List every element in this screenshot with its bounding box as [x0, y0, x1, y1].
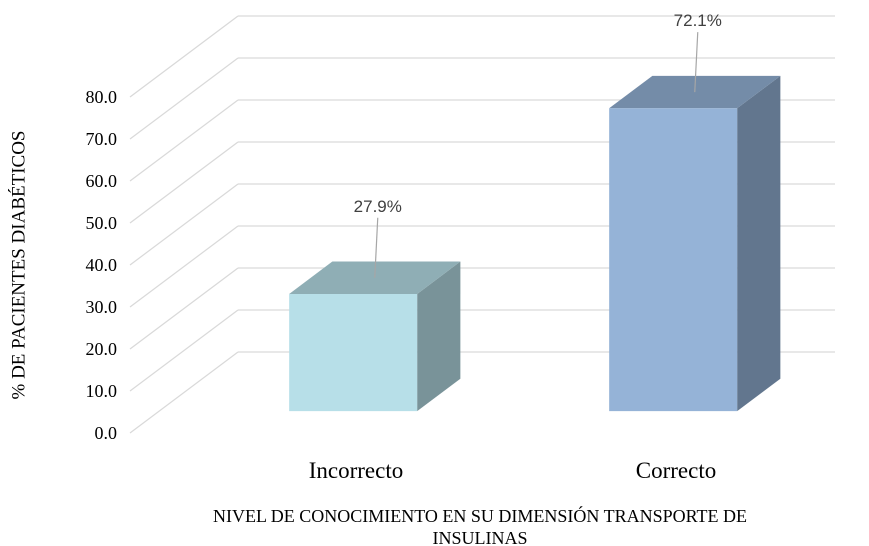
y-tick-label: 80.0: [86, 87, 118, 107]
y-tick-label: 30.0: [86, 297, 118, 317]
grid-line: [129, 15, 239, 98]
y-tick-label: 10.0: [86, 381, 118, 401]
grid-line: [129, 99, 239, 182]
bar-side: [737, 75, 781, 412]
grid-line: [129, 141, 239, 224]
bar: [289, 293, 418, 412]
y-tick-label: 50.0: [86, 213, 118, 233]
y-tick-label: 70.0: [86, 129, 118, 149]
bar: [609, 108, 738, 412]
x-tick-label: Correcto: [636, 458, 716, 483]
y-tick-label: 0.0: [95, 423, 118, 443]
grid-line: [129, 309, 239, 392]
y-tick-label: 60.0: [86, 171, 118, 191]
x-axis-title: NIVEL DE CONOCIMIENTO EN SU DIMENSIÓN TR…: [213, 505, 747, 526]
leader-line: [694, 32, 699, 93]
y-tick-label: 40.0: [86, 255, 118, 275]
bar-side: [417, 261, 461, 412]
leader-line: [374, 217, 379, 278]
x-tick-label: Incorrecto: [309, 458, 404, 483]
grid-line: [129, 57, 239, 140]
y-tick-label: 20.0: [86, 339, 118, 359]
grid-line: [129, 267, 239, 350]
x-axis-title: INSULINAS: [432, 528, 527, 546]
grid-line: [129, 183, 239, 266]
y-axis-title: % DE PACIENTES DIABÉTICOS: [7, 131, 29, 400]
value-label: 72.1%: [674, 11, 722, 30]
grid-line: [129, 225, 239, 308]
grid-line: [129, 351, 239, 434]
value-label: 27.9%: [354, 197, 402, 216]
